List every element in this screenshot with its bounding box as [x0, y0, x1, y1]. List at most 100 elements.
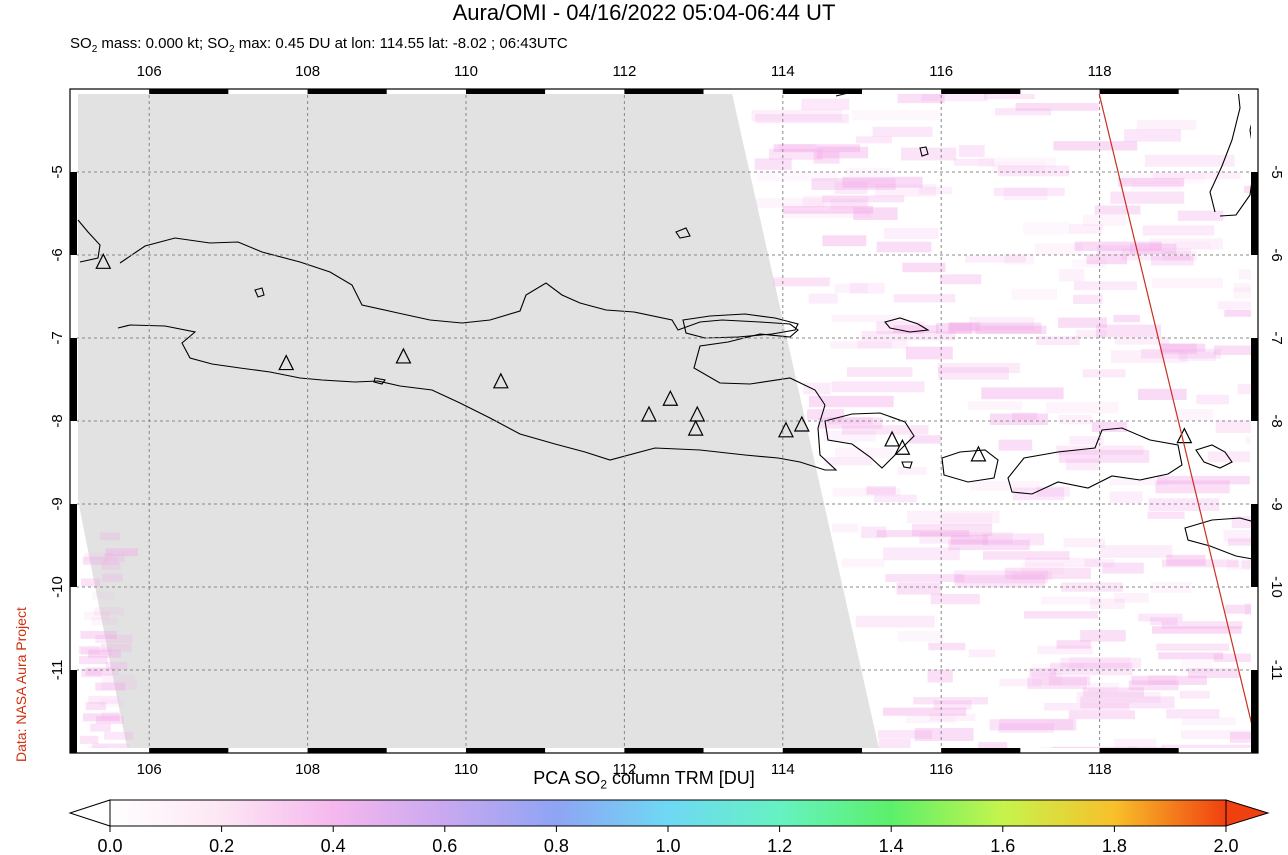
map-title: Aura/OMI - 04/16/2022 05:04-06:44 UT	[452, 0, 836, 25]
so2-pixel	[1058, 317, 1107, 328]
so2-pixel	[1108, 478, 1169, 486]
so2-pixel	[1152, 626, 1242, 634]
so2-pixel	[1090, 598, 1125, 610]
so2-pixel	[982, 551, 1070, 560]
so2-pixel	[813, 151, 840, 164]
so2-pixel	[1058, 268, 1085, 282]
so2-pixel	[1060, 657, 1142, 669]
so2-pixel	[1233, 282, 1258, 292]
so2-pixel	[1144, 154, 1235, 167]
volcano-icon	[395, 347, 412, 364]
so2-pixel	[1128, 680, 1179, 691]
so2-pixel	[852, 109, 942, 121]
so2-pixel	[897, 631, 944, 642]
frame-segment-bottom	[862, 748, 942, 753]
so2-pixel	[1065, 458, 1100, 471]
volcano-icon	[689, 405, 706, 422]
colorbar-bar	[109, 799, 1227, 827]
frame-segment-top	[228, 89, 308, 94]
frame-segment-left	[70, 421, 77, 504]
lon-tick-label: 116	[929, 63, 953, 80]
so2-pixel	[818, 417, 883, 429]
lon-tick-label: 110	[454, 63, 478, 80]
map-border	[69, 88, 1259, 754]
so2-pixel	[1238, 269, 1258, 280]
so2-pixel	[778, 144, 817, 152]
so2-pixel	[92, 743, 127, 752]
so2-pixel	[754, 158, 792, 170]
colorbar-tick-label: 0.8	[544, 836, 569, 855]
so2-pixel	[991, 161, 1046, 173]
frame-segment-top	[862, 89, 942, 94]
so2-pixel	[1177, 210, 1224, 221]
so2-pixel	[998, 723, 1054, 733]
so2-pixel	[970, 480, 1040, 491]
frame-segment-top	[386, 89, 466, 94]
lon-tick-label: 112	[612, 63, 636, 80]
so2-pixel	[989, 719, 1077, 731]
so2-pixel	[937, 367, 1009, 380]
so2-pixel	[1244, 185, 1258, 194]
frame-segment-top	[466, 89, 546, 94]
so2-pixel	[993, 187, 1065, 196]
frame-segment-bottom	[941, 748, 1021, 753]
so2-pixel	[921, 93, 988, 102]
so2-pixel	[105, 548, 138, 557]
so2-pixel	[1012, 487, 1065, 501]
so2-pixel	[919, 186, 953, 195]
so2-pixel	[757, 171, 838, 182]
frame-segment-right	[1251, 421, 1258, 504]
volcano-icon	[687, 419, 704, 436]
so2-pixel	[93, 607, 124, 616]
lat-tick-label: -5	[49, 165, 66, 178]
lon-tick-label: 106	[137, 63, 162, 80]
so2-pixel	[1086, 254, 1128, 265]
so2-pixel	[933, 700, 972, 710]
so2-pixel	[884, 228, 939, 239]
nusa-penida	[901, 461, 913, 469]
so2-pixel	[1152, 172, 1241, 180]
so2-pixel	[1141, 348, 1221, 359]
so2-pixel	[876, 241, 932, 253]
frame-segment-right	[1251, 255, 1258, 338]
so2-pixel	[1109, 491, 1143, 503]
lat-ticks-left: -5 -6 -7 -8 -9 -10 -11	[49, 165, 66, 680]
so2-pixel	[1142, 225, 1215, 236]
colorbar-tick-label: 1.6	[990, 836, 1015, 855]
so2-pixel	[773, 144, 861, 153]
so2-pixel	[1069, 224, 1103, 234]
so2-pixel	[1224, 309, 1258, 317]
volcano-icon	[894, 438, 911, 455]
so2-pixel	[81, 669, 102, 678]
so2-pixel	[834, 181, 868, 194]
so2-pixel	[1069, 436, 1104, 445]
so2-pixel	[1217, 301, 1257, 310]
so2-pixel	[919, 532, 1013, 544]
so2-pixel	[948, 322, 1042, 334]
so2-pixel	[866, 486, 896, 495]
so2-pixel	[1137, 388, 1187, 401]
so2-pixel	[911, 523, 993, 537]
so2-pixel	[822, 235, 867, 247]
frame-segment-bottom	[1099, 748, 1179, 753]
small-island-3	[373, 377, 386, 385]
so2-pixel	[1157, 475, 1250, 485]
volcano-icon	[970, 445, 987, 462]
colorbar-tick-label: 1.0	[655, 836, 680, 855]
so2-pixel	[1151, 277, 1224, 288]
lon-tick-label: 114	[771, 761, 795, 778]
so2-pixel	[1100, 545, 1173, 558]
so2-pixel	[842, 176, 923, 188]
so2-pixel	[876, 321, 925, 334]
so2-pixel	[897, 466, 927, 475]
so2-pixel	[1011, 412, 1038, 421]
so2-pixel	[1147, 511, 1185, 519]
colorbar-tick-label: 1.4	[879, 836, 904, 855]
so2-pixel	[784, 210, 871, 219]
so2-pixel	[95, 682, 126, 691]
so2-pixel	[929, 713, 976, 721]
so2-pixel	[101, 561, 121, 570]
colorbar-tick-label: 0.4	[321, 836, 346, 855]
so2-pixel	[1004, 253, 1035, 265]
